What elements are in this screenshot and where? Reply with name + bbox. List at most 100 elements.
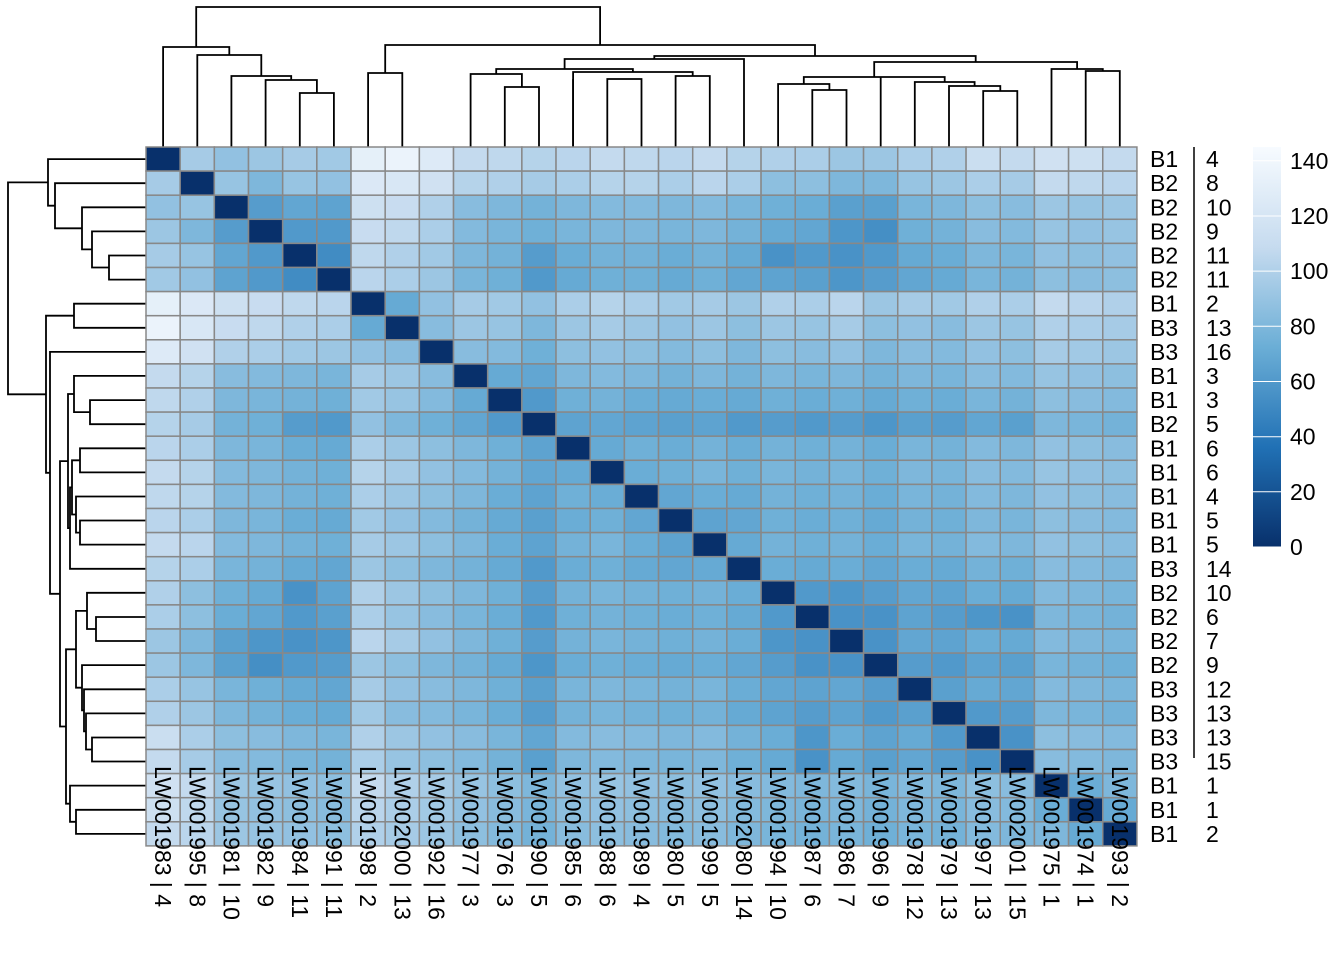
heatmap-cell xyxy=(213,483,250,510)
heatmap-cell xyxy=(1067,411,1104,437)
heatmap-cell xyxy=(1033,483,1070,510)
heatmap-cell xyxy=(1033,580,1070,606)
heatmap-cell xyxy=(589,411,626,437)
row-label-number: 5 xyxy=(1206,508,1219,534)
heatmap-cell xyxy=(145,314,181,341)
heatmap-cell xyxy=(486,435,523,462)
heatmap-cell xyxy=(145,170,181,196)
heatmap-cell xyxy=(555,411,591,437)
heatmap-cell xyxy=(521,170,557,196)
dendrogram-link xyxy=(75,495,146,534)
row-label-batch: B1 xyxy=(1150,484,1178,510)
heatmap-cell xyxy=(350,628,386,654)
heatmap-cell xyxy=(247,555,284,582)
heatmap-cell xyxy=(726,821,762,847)
heatmap-cell xyxy=(760,339,796,365)
heatmap-cell xyxy=(486,531,523,558)
heatmap-cell xyxy=(896,676,933,703)
heatmap-cell xyxy=(521,772,557,799)
row-label-number: 5 xyxy=(1206,532,1219,558)
heatmap-cell xyxy=(999,748,1036,775)
heatmap-cell xyxy=(691,363,728,389)
heatmap-cell xyxy=(213,290,250,317)
heatmap-cell xyxy=(726,314,762,341)
heatmap-cell xyxy=(350,676,386,703)
heatmap-cell xyxy=(316,339,352,365)
heatmap-cell xyxy=(316,555,352,582)
heatmap-cell xyxy=(726,580,762,606)
heatmap-cell xyxy=(316,363,352,389)
heatmap-cell xyxy=(726,363,762,389)
heatmap-cell xyxy=(623,604,660,630)
heatmap-cell xyxy=(486,314,523,341)
heatmap-cell xyxy=(999,652,1036,678)
heatmap-cell xyxy=(316,266,352,293)
heatmap-cell xyxy=(862,772,899,799)
heatmap-cell xyxy=(1067,483,1104,510)
heatmap-cell xyxy=(1067,387,1104,413)
heatmap-cell xyxy=(657,411,694,437)
heatmap-cell xyxy=(999,772,1036,799)
heatmap-cell xyxy=(350,435,386,462)
heatmap-cell xyxy=(657,628,694,654)
heatmap-cell xyxy=(1067,170,1104,196)
heatmap-cell xyxy=(931,339,967,365)
heatmap-cell xyxy=(896,531,933,558)
heatmap-cell xyxy=(760,483,796,510)
row-label-number: 13 xyxy=(1206,315,1232,341)
heatmap-cell xyxy=(452,555,489,582)
heatmap-cell xyxy=(452,435,489,462)
row-label-batch: B2 xyxy=(1150,628,1178,654)
dendrogram-link xyxy=(95,616,146,642)
heatmap-cell xyxy=(281,290,318,317)
colorbar-tick-label: 0 xyxy=(1290,534,1303,560)
heatmap-cell xyxy=(794,363,831,389)
heatmap-cell xyxy=(657,580,694,606)
heatmap-cell xyxy=(726,507,762,534)
heatmap-cell xyxy=(145,555,181,582)
colorbar-tick-label: 60 xyxy=(1290,369,1316,395)
heatmap-cell xyxy=(384,821,421,847)
heatmap-cell xyxy=(179,796,216,823)
heatmap-cell xyxy=(521,555,557,582)
dendrogram-link xyxy=(69,486,146,570)
heatmap-cell xyxy=(999,555,1036,582)
heatmap-cell xyxy=(1033,290,1070,317)
heatmap-cell xyxy=(657,700,694,727)
heatmap-cell xyxy=(384,435,421,462)
heatmap-cell xyxy=(452,411,489,437)
heatmap-cell xyxy=(213,531,250,558)
heatmap-cell xyxy=(1102,194,1138,221)
heatmap-cell xyxy=(896,459,933,486)
heatmap-cell xyxy=(1067,459,1104,486)
heatmap-cell xyxy=(521,821,557,847)
heatmap-cell xyxy=(623,483,660,510)
column-label: LW001992 | 16 xyxy=(423,766,449,920)
heatmap-cell xyxy=(691,290,728,317)
heatmap-cell xyxy=(384,700,421,727)
heatmap-cell xyxy=(896,218,933,245)
heatmap-cell xyxy=(350,339,386,365)
heatmap-cell xyxy=(452,459,489,486)
heatmap-cell xyxy=(896,507,933,534)
heatmap-cells xyxy=(145,146,1138,847)
heatmap-cell xyxy=(794,700,831,727)
heatmap-cell xyxy=(179,387,216,413)
heatmap-cell xyxy=(896,700,933,727)
heatmap-cell xyxy=(452,580,489,606)
heatmap-cell xyxy=(1102,266,1138,293)
dendrogram-link xyxy=(89,399,146,426)
heatmap-cell xyxy=(965,218,1002,245)
row-label-number: 7 xyxy=(1206,628,1219,654)
heatmap-cell xyxy=(486,170,523,196)
heatmap-cell xyxy=(896,339,933,365)
heatmap-cell xyxy=(555,146,591,172)
heatmap-cell xyxy=(794,170,831,196)
heatmap-cell xyxy=(555,604,591,630)
heatmap-cell xyxy=(1067,266,1104,293)
heatmap-cell xyxy=(316,194,352,221)
heatmap-cell xyxy=(1067,146,1104,172)
heatmap-cell xyxy=(555,676,591,703)
heatmap-cell xyxy=(623,531,660,558)
